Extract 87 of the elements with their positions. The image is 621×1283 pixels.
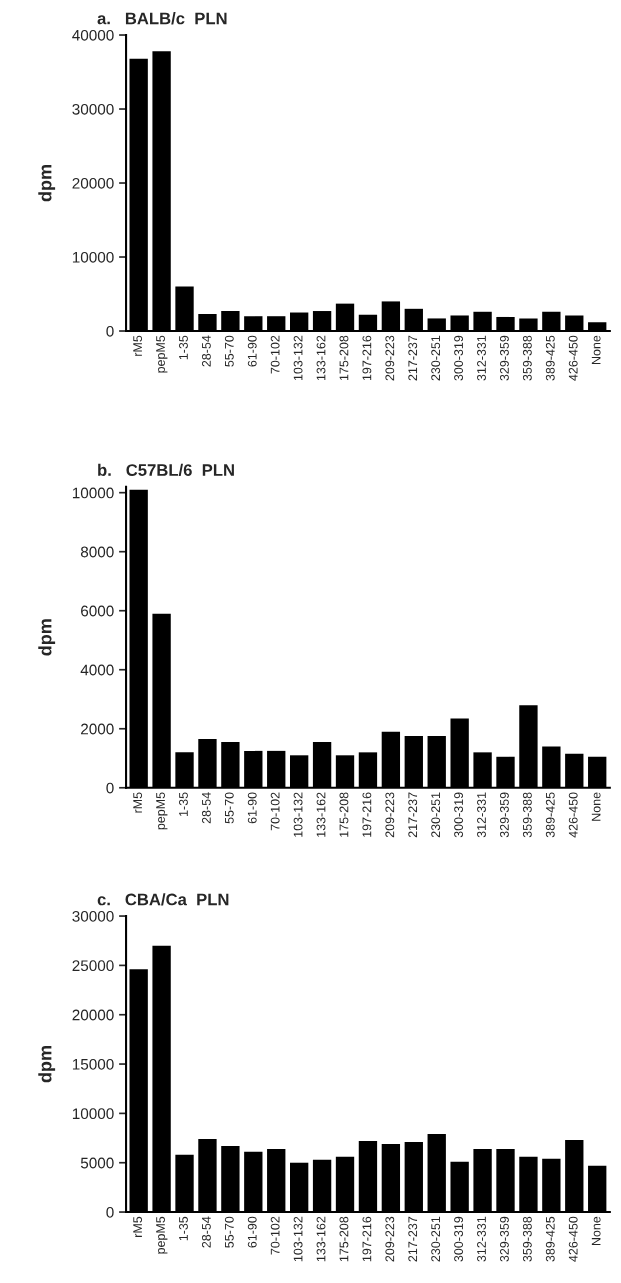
- y-tick-label: 0: [106, 325, 114, 337]
- x-tick-label: 300-319: [454, 335, 464, 381]
- x-tick-label: 197-216: [362, 792, 372, 837]
- x-tick-label: None: [591, 792, 601, 821]
- x-tick-label: 133-162: [316, 335, 326, 381]
- x-tick-label: pepM5: [156, 335, 168, 373]
- x-tick-label: 209-223: [385, 1216, 395, 1262]
- x-tick-label: pepM5: [156, 792, 168, 830]
- x-tick-label: 209-223: [385, 792, 395, 838]
- x-tick-label: 197-216: [362, 335, 372, 381]
- x-tick-label: 230-251: [431, 792, 441, 838]
- x-tick-label: 133-162: [316, 1216, 326, 1262]
- x-tick-label: 103-132: [293, 792, 303, 837]
- x-tick-label: 1-35: [179, 792, 188, 816]
- x-tick-label: 217-237: [408, 335, 418, 381]
- x-tick-label: 217-237: [408, 792, 418, 838]
- x-tick-label: 1-35: [179, 335, 188, 360]
- x-tick-label: 175-208: [339, 335, 349, 381]
- y-tick-label: 30000: [72, 910, 114, 922]
- chart-title: c. CBA/Ca PLN: [97, 893, 229, 906]
- x-tick-label: 70-102: [270, 1216, 280, 1255]
- x-tick-label: 61-90: [247, 335, 257, 367]
- y-tick-label: 10000: [72, 251, 114, 263]
- x-tick-label: rM5: [133, 335, 143, 356]
- y-axis-title: dpm: [38, 165, 56, 202]
- y-tick-label: 15000: [72, 1058, 114, 1070]
- x-tick-label: 209-223: [385, 335, 395, 381]
- x-tick-label: 389-425: [545, 1216, 555, 1262]
- x-tick-label: 312-331: [477, 335, 486, 381]
- x-tick-label: 133-162: [316, 792, 326, 837]
- x-tick-label: 175-208: [339, 1216, 349, 1262]
- x-tick-label: 329-359: [500, 335, 509, 381]
- x-tick-label: 55-70: [224, 1216, 234, 1248]
- y-tick-label: 10000: [72, 1108, 114, 1120]
- y-tick-label: 10000: [72, 487, 114, 499]
- x-tick-label: pepM5: [156, 1216, 168, 1254]
- x-tick-label: 329-359: [500, 1216, 509, 1262]
- y-tick-label: 20000: [72, 177, 114, 189]
- y-axis-title: dpm: [38, 619, 56, 656]
- x-tick-label: 103-132: [293, 335, 303, 381]
- x-tick-label: 28-54: [201, 335, 211, 367]
- x-tick-label: 55-70: [224, 792, 234, 824]
- x-tick-label: 312-331: [477, 792, 486, 838]
- y-tick-label: 5000: [80, 1157, 114, 1169]
- y-axis-title: dpm: [38, 1046, 56, 1083]
- x-tick-label: 426-450: [568, 1216, 578, 1262]
- y-tick-label: 8000: [80, 546, 114, 558]
- x-tick-label: 426-450: [568, 792, 578, 838]
- x-tick-label: 217-237: [408, 1216, 418, 1262]
- x-tick-label: 359-388: [522, 1216, 532, 1262]
- chart-title: b. C57BL/6 PLN: [98, 463, 234, 477]
- y-tick-label: 6000: [81, 605, 114, 617]
- x-tick-label: 1-35: [179, 1216, 188, 1241]
- x-tick-label: rM5: [133, 792, 143, 813]
- y-tick-label: 20000: [72, 1009, 114, 1021]
- x-tick-label: 359-388: [522, 792, 532, 838]
- x-tick-label: 103-132: [293, 1216, 303, 1262]
- x-tick-label: 28-54: [201, 1216, 211, 1248]
- x-tick-label: 389-425: [545, 335, 555, 381]
- y-tick-label: 40000: [72, 29, 114, 41]
- y-tick-label: 25000: [72, 960, 114, 972]
- x-tick-label: rM5: [133, 1216, 143, 1237]
- x-tick-label: None: [591, 1216, 601, 1246]
- x-tick-label: 70-102: [270, 792, 280, 831]
- x-tick-label: 230-251: [431, 335, 441, 381]
- x-tick-label: 28-54: [201, 792, 211, 824]
- y-tick-label: 2000: [81, 723, 114, 735]
- x-tick-label: 359-388: [522, 335, 532, 381]
- y-tick-label: 0: [106, 1206, 114, 1218]
- x-tick-label: 389-425: [545, 792, 555, 838]
- x-tick-label: 175-208: [339, 792, 349, 837]
- x-tick-label: 300-319: [454, 1216, 464, 1262]
- x-tick-label: None: [591, 335, 601, 365]
- x-tick-label: 230-251: [431, 1216, 441, 1262]
- x-tick-label: 197-216: [362, 1216, 372, 1262]
- x-tick-label: 61-90: [247, 792, 257, 824]
- x-tick-label: 61-90: [247, 1216, 257, 1248]
- x-tick-label: 426-450: [568, 335, 578, 381]
- y-tick-label: 0: [106, 782, 114, 794]
- chart-title: a. BALB/c PLN: [97, 12, 227, 25]
- x-tick-label: 70-102: [270, 335, 280, 374]
- x-tick-label: 55-70: [224, 335, 234, 367]
- x-tick-label: 312-331: [477, 1216, 486, 1262]
- y-tick-label: 30000: [72, 103, 114, 115]
- x-tick-label: 300-319: [454, 792, 464, 838]
- y-tick-label: 4000: [80, 664, 114, 676]
- x-tick-label: 329-359: [500, 792, 509, 838]
